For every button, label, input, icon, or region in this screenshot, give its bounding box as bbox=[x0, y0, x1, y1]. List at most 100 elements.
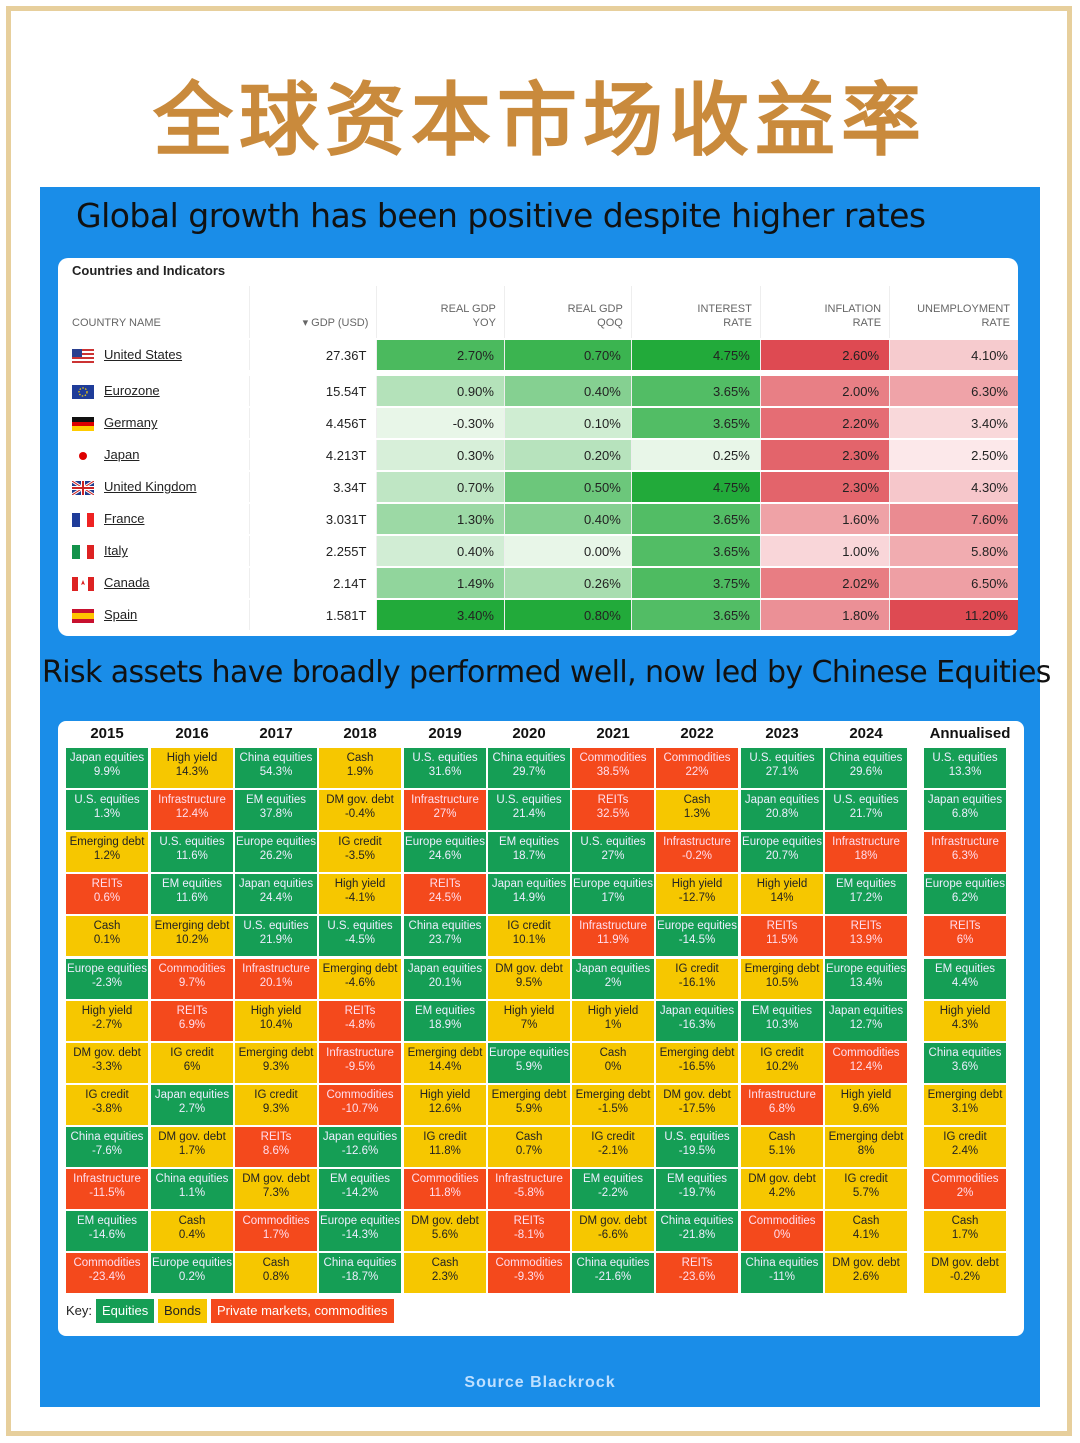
country-name[interactable]: Canada bbox=[104, 575, 150, 591]
table-row[interactable]: Germany 4.456T -0.30% 0.10% 3.65% 2.20% 3.40% bbox=[58, 406, 1018, 439]
country-cell[interactable]: Eurozone bbox=[58, 372, 250, 407]
asset-return-cell: REITs 13.9% bbox=[825, 916, 907, 957]
country-cell[interactable]: United Kingdom bbox=[58, 470, 250, 503]
asset-return: 29.7% bbox=[512, 766, 546, 778]
asset-return-cell: DM gov. debt -6.6% bbox=[572, 1211, 654, 1252]
asset-return-cell: China equities -18.7% bbox=[319, 1253, 401, 1294]
table-row[interactable]: United Kingdom 3.34T 0.70% 0.50% 4.75% 2.30% 4… bbox=[58, 470, 1018, 503]
country-cell[interactable]: Italy bbox=[58, 534, 250, 567]
asset-return: 18% bbox=[854, 850, 878, 863]
country-name[interactable]: Japan bbox=[104, 447, 140, 463]
value-cell-infl: 2.20% bbox=[759, 406, 890, 439]
asset-return-cell: REITs 11.5% bbox=[741, 916, 823, 957]
asset-name: Commodities bbox=[411, 1173, 479, 1185]
asset-return: 2.6% bbox=[852, 1271, 880, 1284]
value-cell-qoq: 0.10% bbox=[503, 406, 632, 439]
asset-return-cell: Japan equities -16.3% bbox=[656, 1000, 738, 1041]
asset-name: China equities bbox=[745, 1257, 819, 1270]
country-cell[interactable]: Spain bbox=[58, 598, 250, 630]
value-cell-unemp: 11.20% bbox=[889, 598, 1018, 630]
country-name[interactable]: Germany bbox=[104, 415, 158, 431]
asset-name: Cash bbox=[951, 1215, 979, 1228]
asset-return-cell: High yield 14.3% bbox=[151, 748, 233, 788]
asset-return-cell: Emerging debt 8% bbox=[825, 1126, 907, 1167]
asset-name: Europe equities bbox=[826, 962, 906, 975]
table-row[interactable]: Japan 4.213T 0.30% 0.20% 0.25% 2.30% 2.50% bbox=[58, 438, 1018, 471]
asset-return-cell: Emerging debt 10.2% bbox=[151, 916, 233, 957]
asset-name: Europe equities bbox=[925, 878, 1005, 891]
asset-return: 1% bbox=[604, 1018, 622, 1031]
table-row[interactable]: Canada 2.14T 1.49% 0.26% 3.75% 2.02% 6.50% bbox=[58, 566, 1018, 599]
country-cell[interactable]: United States bbox=[58, 338, 250, 376]
value-cell-unemp: 5.80% bbox=[889, 534, 1018, 567]
asset-name: REITs bbox=[260, 1130, 292, 1143]
value-cell-gdp: 3.34T bbox=[248, 470, 377, 503]
asset-name: Emerging debt bbox=[154, 920, 230, 933]
asset-name: Infrastructure bbox=[663, 836, 731, 849]
asset-return: 6% bbox=[183, 1060, 201, 1073]
asset-name: Commodities bbox=[495, 1257, 563, 1270]
asset-return: -3.8% bbox=[91, 1102, 123, 1115]
country-cell[interactable]: Germany bbox=[58, 406, 250, 439]
value-cell-yoy: 3.40% bbox=[376, 598, 505, 630]
value-cell-unemp: 3.40% bbox=[889, 406, 1018, 439]
asset-name: High yield bbox=[250, 1004, 302, 1017]
value-cell-infl: 2.60% bbox=[759, 338, 890, 376]
asset-return: -11.5% bbox=[89, 1187, 125, 1199]
value-cell-qoq: 0.20% bbox=[503, 438, 632, 471]
country-cell[interactable]: Canada bbox=[58, 566, 250, 599]
asset-name: REITs bbox=[850, 920, 882, 933]
asset-return-cell: China equities -21.6% bbox=[572, 1253, 654, 1294]
asset-name: REITs bbox=[766, 920, 798, 933]
table-row[interactable]: Italy 2.255T 0.40% 0.00% 3.65% 1.00% 5.80% bbox=[58, 534, 1018, 567]
asset-return-cell: Infrastructure -9.5% bbox=[319, 1042, 401, 1083]
asset-name: Emerging debt bbox=[407, 1046, 483, 1059]
asset-return-cell: Europe equities 0.2% bbox=[151, 1253, 233, 1294]
asset-name: U.S. equities bbox=[833, 794, 899, 807]
value-cell-yoy: 0.70% bbox=[376, 470, 505, 503]
asset-return: 0.8% bbox=[262, 1271, 290, 1284]
value-cell-rate: 4.75% bbox=[630, 470, 761, 503]
country-cell[interactable]: Japan bbox=[58, 438, 250, 471]
asset-name: High yield bbox=[419, 1088, 471, 1101]
asset-name: Commodities bbox=[579, 752, 647, 764]
asset-return-cell: Cash 0.4% bbox=[151, 1211, 233, 1252]
returns-quilt-card: Key: 2015 Japan equities 9.9% U.S. equities… bbox=[58, 721, 1024, 1336]
asset-name: EM equities bbox=[498, 836, 560, 849]
table-row[interactable]: France 3.031T 1.30% 0.40% 3.65% 1.60% 7.60% bbox=[58, 502, 1018, 535]
asset-return-cell: High yield 12.6% bbox=[404, 1084, 486, 1125]
country-cell[interactable]: France bbox=[58, 502, 250, 535]
asset-name: DM gov. debt bbox=[663, 1088, 731, 1101]
value-cell-yoy: -0.30% bbox=[376, 406, 505, 439]
asset-return: 27.1% bbox=[765, 766, 799, 778]
asset-return-cell: China equities 29.6% bbox=[825, 748, 907, 788]
country-name[interactable]: United States bbox=[104, 347, 183, 363]
asset-return-cell: High yield 10.4% bbox=[235, 1000, 317, 1041]
asset-return: 14.4% bbox=[428, 1060, 462, 1073]
country-name[interactable]: Eurozone bbox=[104, 383, 160, 399]
asset-return: -4.5% bbox=[344, 934, 376, 947]
asset-return: -5.8% bbox=[513, 1187, 545, 1199]
asset-name: High yield bbox=[939, 1004, 991, 1017]
asset-return: 10.3% bbox=[765, 1018, 799, 1031]
asset-return: 0.4% bbox=[178, 1229, 206, 1242]
asset-return-cell: Infrastructure -0.2% bbox=[656, 832, 738, 873]
country-name[interactable]: United Kingdom bbox=[104, 479, 197, 495]
asset-name: High yield bbox=[840, 1088, 892, 1101]
asset-return: 17% bbox=[601, 892, 625, 905]
country-name[interactable]: France bbox=[104, 511, 145, 527]
asset-return: 21.9% bbox=[259, 934, 293, 947]
table-row[interactable]: Spain 1.581T 3.40% 0.80% 3.65% 1.80% 11.20% bbox=[58, 598, 1018, 630]
asset-name: U.S. equities bbox=[412, 752, 478, 764]
asset-return-cell: China equities 54.3% bbox=[235, 748, 317, 788]
value-cell-infl: 2.30% bbox=[759, 438, 890, 471]
country-name[interactable]: Spain bbox=[104, 607, 138, 623]
asset-name: IG credit bbox=[675, 962, 719, 975]
country-name[interactable]: Italy bbox=[104, 543, 128, 559]
asset-name: China equities bbox=[576, 1257, 650, 1270]
table-row[interactable]: United States 27.36T 2.70% 0.70% 4.75% 2.60% 4… bbox=[58, 338, 1018, 376]
table-row[interactable]: Eurozone 15.54T 0.90% 0.40% 3.65% 2.00% 6.30% bbox=[58, 372, 1018, 407]
asset-return: 31.6% bbox=[428, 766, 462, 778]
year-header: 2015 bbox=[90, 725, 124, 742]
column-header[interactable]: ▾ GDP (USD) bbox=[248, 286, 377, 339]
